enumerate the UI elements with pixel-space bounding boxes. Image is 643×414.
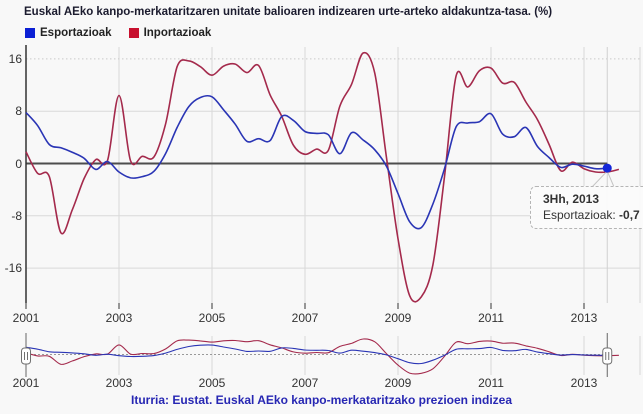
legend-label-inportazioak: Inportazioak: [143, 27, 212, 39]
tooltip-value: -0,7: [619, 208, 640, 222]
tooltip-value-line: Esportazioak: -0,7: [543, 208, 640, 222]
tooltip: 3Hh, 2013 Esportazioak: -0,7: [530, 186, 643, 229]
minimap-range-selector[interactable]: [26, 336, 607, 375]
legend-item-inportazioak[interactable]: Inportazioak: [128, 27, 212, 39]
chart-title: Euskal AEko kanpo-merkataritzaren unitat…: [24, 6, 553, 18]
legend: Esportazioak Inportazioak: [25, 27, 211, 39]
tooltip-callout: [591, 170, 615, 188]
plot-area[interactable]: [26, 47, 640, 303]
last-point-marker[interactable]: [602, 163, 612, 173]
tooltip-series-label: Esportazioak:: [543, 208, 616, 222]
minimap-handle-left[interactable]: [21, 347, 31, 365]
inportazioak-swatch-icon: [128, 28, 139, 38]
minimap-esportazioak-line: [25, 344, 608, 365]
legend-label-esportazioak: Esportazioak: [40, 27, 112, 39]
inportazioak-line: [25, 51, 620, 303]
legend-item-esportazioak[interactable]: Esportazioak: [25, 27, 112, 39]
source-note: Iturria: Eustat. Euskal AEko kanpo-merka…: [131, 393, 512, 407]
esportazioak-swatch-icon: [25, 28, 35, 38]
esportazioak-line: [25, 94, 608, 230]
minimap-inportazioak-line: [25, 338, 619, 375]
tooltip-period: 3Hh, 2013: [543, 192, 600, 206]
minimap-handle-right[interactable]: [602, 347, 613, 365]
